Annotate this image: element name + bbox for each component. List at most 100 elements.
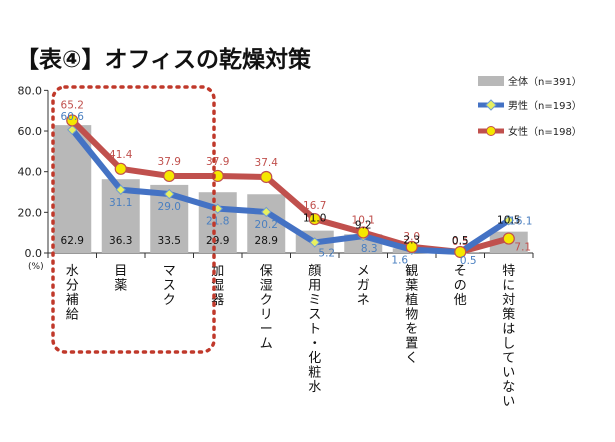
category-label: 策 <box>502 307 515 323</box>
category-label: 給 <box>66 308 79 323</box>
male-data-label: 0.5 <box>460 255 477 267</box>
female-point <box>502 232 515 245</box>
male-data-label: 60.6 <box>61 111 85 123</box>
female-data-label: 16.7 <box>303 200 326 212</box>
legend-label-all: 全体（n=391） <box>508 75 582 88</box>
category-label: 特 <box>502 264 515 279</box>
category-label: ス <box>308 308 321 323</box>
category-label: 化 <box>308 351 321 366</box>
bar-data-label: 2.3 <box>403 234 420 246</box>
legend-swatch-all <box>478 76 504 86</box>
category-label: な <box>502 380 515 395</box>
male-data-label: 1.6 <box>391 255 408 267</box>
category-label: ク <box>163 293 176 308</box>
category-label: そ <box>454 264 467 279</box>
bar <box>247 194 286 253</box>
category-label: 分 <box>66 279 79 294</box>
female-data-label: 7.1 <box>514 242 531 254</box>
male-data-label: 21.8 <box>206 216 229 228</box>
bar-data-label: 10.5 <box>497 215 520 227</box>
female-point <box>66 114 79 127</box>
category-label: 薬 <box>114 279 127 294</box>
category-label: て <box>502 351 515 366</box>
male-data-label: 31.1 <box>109 197 132 209</box>
female-data-label: 65.2 <box>61 99 84 111</box>
category-label: の <box>454 279 467 294</box>
bar-data-label: 62.9 <box>61 235 84 247</box>
legend-marker-male <box>485 99 497 111</box>
category-label: に <box>502 279 515 294</box>
category-label: 用 <box>308 279 321 294</box>
category-label: 加 <box>211 264 224 279</box>
category-label: 目 <box>114 264 127 279</box>
female-data-label: 37.9 <box>158 156 181 168</box>
category-label: 葉 <box>405 279 418 294</box>
male-point <box>503 215 514 226</box>
chart-title: 【表④】オフィスの乾燥対策 <box>16 47 312 73</box>
category-label: 補 <box>66 293 79 308</box>
female-point <box>308 212 321 226</box>
legend-label-female: 女性（n=198） <box>508 125 582 138</box>
bar-data-label: 0.5 <box>452 235 469 247</box>
category-label: 植 <box>405 293 418 308</box>
female-point <box>405 240 418 254</box>
bar-data-label: 29.9 <box>206 235 229 247</box>
male-series-line <box>69 127 511 255</box>
category-label: ミ <box>308 293 321 308</box>
male-data-label: 29.0 <box>158 201 181 213</box>
male-data-label: 16.1 <box>509 215 532 227</box>
male-data-label: 20.2 <box>255 219 278 231</box>
bar-data-label: 28.9 <box>255 235 278 247</box>
category-label: ト <box>308 322 321 337</box>
y-tick-label: 60.0 <box>18 125 43 138</box>
male-point <box>261 206 272 218</box>
category-label: 湿 <box>260 279 273 294</box>
legend-label-male: 男性（n=193） <box>508 99 582 112</box>
category-label: 他 <box>454 293 467 308</box>
bar-data-label: 11.0 <box>303 213 326 225</box>
category-label: 置 <box>405 337 418 352</box>
bar-data-label: 33.5 <box>158 235 181 247</box>
category-label: 観 <box>405 264 418 279</box>
category-label: ー <box>260 322 273 337</box>
category-label: い <box>502 366 515 381</box>
category-label: メ <box>357 264 370 279</box>
category-label: 粧 <box>308 366 321 381</box>
category-label: 保 <box>260 264 273 279</box>
category-label: 顔 <box>308 264 321 279</box>
male-data-label: 5.2 <box>318 247 335 259</box>
female-point <box>454 245 467 259</box>
female-data-label: 0.5 <box>452 236 469 248</box>
male-point <box>67 124 78 136</box>
female-data-label: 3.0 <box>403 231 420 243</box>
female-data-label: 41.4 <box>109 149 133 161</box>
category-label: を <box>405 322 418 337</box>
male-data-label: 8.3 <box>361 243 378 255</box>
female-data-label: 37.4 <box>255 157 279 169</box>
category-label: リ <box>260 308 273 323</box>
male-point <box>164 188 175 200</box>
unit-label: (%) <box>28 262 44 272</box>
female-point <box>114 162 127 175</box>
category-label: 水 <box>66 264 79 279</box>
legend-marker-female <box>486 126 496 136</box>
category-label: 水 <box>308 380 321 395</box>
category-label: 対 <box>502 293 515 308</box>
category-label: ガ <box>357 279 370 294</box>
category-label: く <box>405 351 418 366</box>
category-label: 物 <box>405 308 418 323</box>
female-point <box>260 170 273 184</box>
category-label: ク <box>260 293 273 308</box>
category-label: い <box>502 395 515 410</box>
female-point <box>357 226 370 239</box>
female-data-label: 37.9 <box>206 156 229 168</box>
bar-data-label: 36.3 <box>109 235 132 247</box>
category-label: ム <box>260 337 273 352</box>
female-point <box>163 169 176 183</box>
male-point <box>309 237 320 248</box>
female-data-label: 10.1 <box>352 214 375 226</box>
y-tick-label: 80.0 <box>18 84 43 97</box>
y-tick-label: 0.0 <box>25 247 43 260</box>
bar-data-label: 9.2 <box>355 219 372 231</box>
